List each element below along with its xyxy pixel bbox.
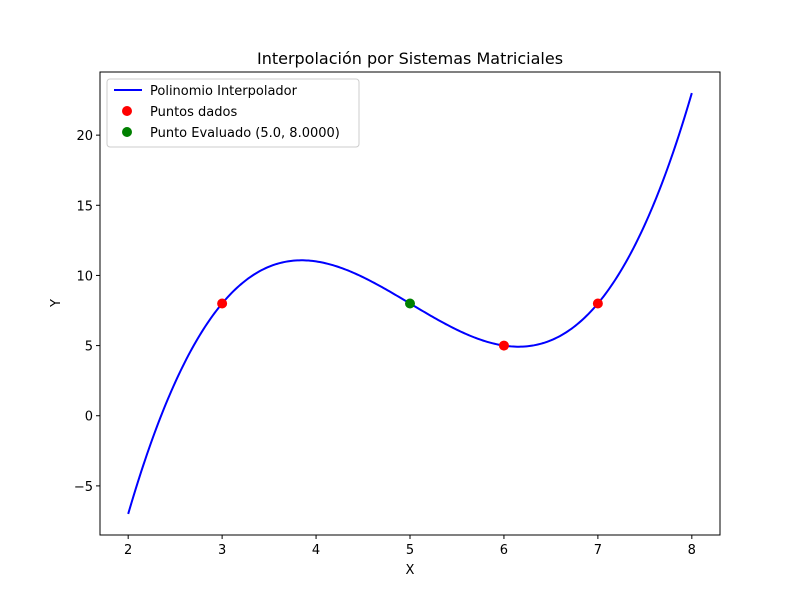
y-tick-label: 0 bbox=[85, 410, 93, 425]
legend-label-puntos-dados: Puntos dados bbox=[150, 105, 237, 120]
legend-label-polinomio: Polinomio Interpolador bbox=[150, 84, 298, 99]
y-tick-label: 15 bbox=[76, 199, 93, 214]
x-tick-label: 3 bbox=[218, 543, 226, 558]
legend-marker-puntos-dados bbox=[122, 106, 132, 116]
data-point-evaluado bbox=[405, 298, 415, 309]
legend-box bbox=[106, 78, 360, 148]
y-tick-label: 20 bbox=[76, 129, 93, 144]
x-axis: 2 3 4 5 6 7 8 bbox=[124, 535, 696, 558]
y-tick-label: 5 bbox=[85, 340, 93, 355]
data-point-dado bbox=[217, 298, 228, 309]
x-tick-label: 8 bbox=[688, 543, 696, 558]
plot-content bbox=[127, 92, 693, 515]
legend: Polinomio Interpolador Puntos dados Punt… bbox=[106, 78, 360, 148]
chart-title: Interpolación por Sistemas Matriciales bbox=[257, 49, 563, 68]
legend-marker-punto-evaluado bbox=[122, 127, 132, 137]
y-tick-label: −5 bbox=[74, 480, 93, 495]
x-tick-label: 6 bbox=[500, 543, 508, 558]
data-point-dado bbox=[592, 298, 603, 309]
x-tick-label: 2 bbox=[124, 543, 132, 558]
x-tick-label: 4 bbox=[312, 543, 320, 558]
legend-label-punto-evaluado: Punto Evaluado (5.0, 8.0000) bbox=[150, 126, 340, 141]
y-axis-label: Y bbox=[49, 299, 64, 308]
data-point-dado bbox=[498, 340, 509, 351]
x-tick-label: 5 bbox=[406, 543, 414, 558]
y-axis: −5 0 5 10 15 20 bbox=[74, 129, 100, 495]
x-tick-label: 7 bbox=[594, 543, 602, 558]
x-axis-label: X bbox=[406, 563, 415, 578]
y-tick-label: 10 bbox=[76, 269, 93, 284]
